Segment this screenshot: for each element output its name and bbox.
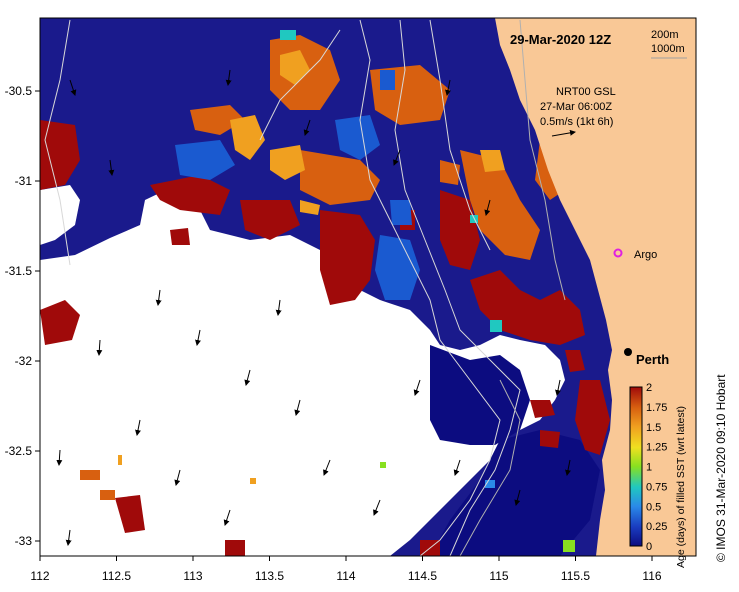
contour-200m-label: 200m: [651, 29, 679, 41]
lat-tick-label: -33: [15, 534, 33, 548]
latitude-ticks: -30.5 -31 -31.5 -32 -32.5 -33: [5, 84, 40, 548]
no-data-region: [40, 188, 565, 556]
perth-city-icon[interactable]: [624, 348, 632, 356]
land: [495, 18, 696, 556]
colorbar-tick-label: 0: [646, 541, 652, 553]
lon-tick-label: 112.5: [102, 569, 131, 583]
perth-label: Perth: [636, 352, 669, 367]
colorbar-tick-label: 0.5: [646, 501, 661, 513]
longitude-ticks: 112 112.5 113 113.5 114 114.5 115 115.5 116: [30, 556, 662, 583]
bathymetry-contours: [44, 19, 521, 556]
colorbar-tick-label: 1.25: [646, 442, 667, 454]
lon-tick-label: 116: [642, 569, 661, 583]
lon-tick-label: 115.5: [561, 569, 590, 583]
lat-tick-label: -30.5: [5, 84, 33, 98]
credit-label: © IMOS 31-Mar-2020 09:10 Hobart: [714, 374, 728, 562]
age-15-patches: [230, 50, 505, 215]
plot-frame: [39, 17, 697, 557]
lon-tick-label: 114: [336, 569, 355, 583]
lat-tick-label: -31.5: [5, 264, 33, 278]
colorbar-label: Age (days) of filled SST (wrt latest): [675, 406, 687, 568]
wind-vectors: [56, 69, 571, 546]
colorbar-tick-label: 0.75: [646, 481, 667, 493]
date-label: 29-Mar-2020 12Z: [510, 32, 611, 47]
colorbar-ticks: 0 0.25 0.5 0.75 1 1.25 1.5 1.75 2: [646, 382, 667, 553]
wind-scale-label: 0.5m/s (1kt 6h): [540, 116, 613, 128]
colorbar-tick-label: 2: [646, 382, 652, 394]
wind-source-label: NRT00 GSL: [556, 86, 616, 98]
colorbar-tick-label: 1: [646, 462, 652, 474]
wind-time-label: 27-Mar 06:00Z: [540, 101, 612, 113]
lon-tick-label: 113: [183, 569, 202, 583]
lon-tick-label: 114.5: [408, 569, 437, 583]
argo-float-icon[interactable]: [613, 248, 623, 258]
colorbar-tick-label: 0.25: [646, 521, 667, 533]
colorbar: [629, 386, 643, 547]
wind-scale-arrow: [551, 129, 576, 137]
lon-tick-label: 112: [30, 569, 49, 583]
age-025-patches: [175, 70, 420, 300]
argo-label: Argo: [634, 249, 657, 261]
map-field: [40, 18, 696, 556]
lon-tick-label: 113.5: [255, 569, 284, 583]
lat-tick-label: -31: [15, 174, 33, 188]
lat-tick-label: -32: [15, 354, 33, 368]
lon-tick-label: 115: [489, 569, 508, 583]
contour-1000m-label: 1000m: [651, 43, 685, 55]
lat-tick-label: -32.5: [5, 444, 33, 458]
colorbar-tick-label: 1.75: [646, 402, 667, 414]
colorbar-tick-label: 1.5: [646, 422, 661, 434]
